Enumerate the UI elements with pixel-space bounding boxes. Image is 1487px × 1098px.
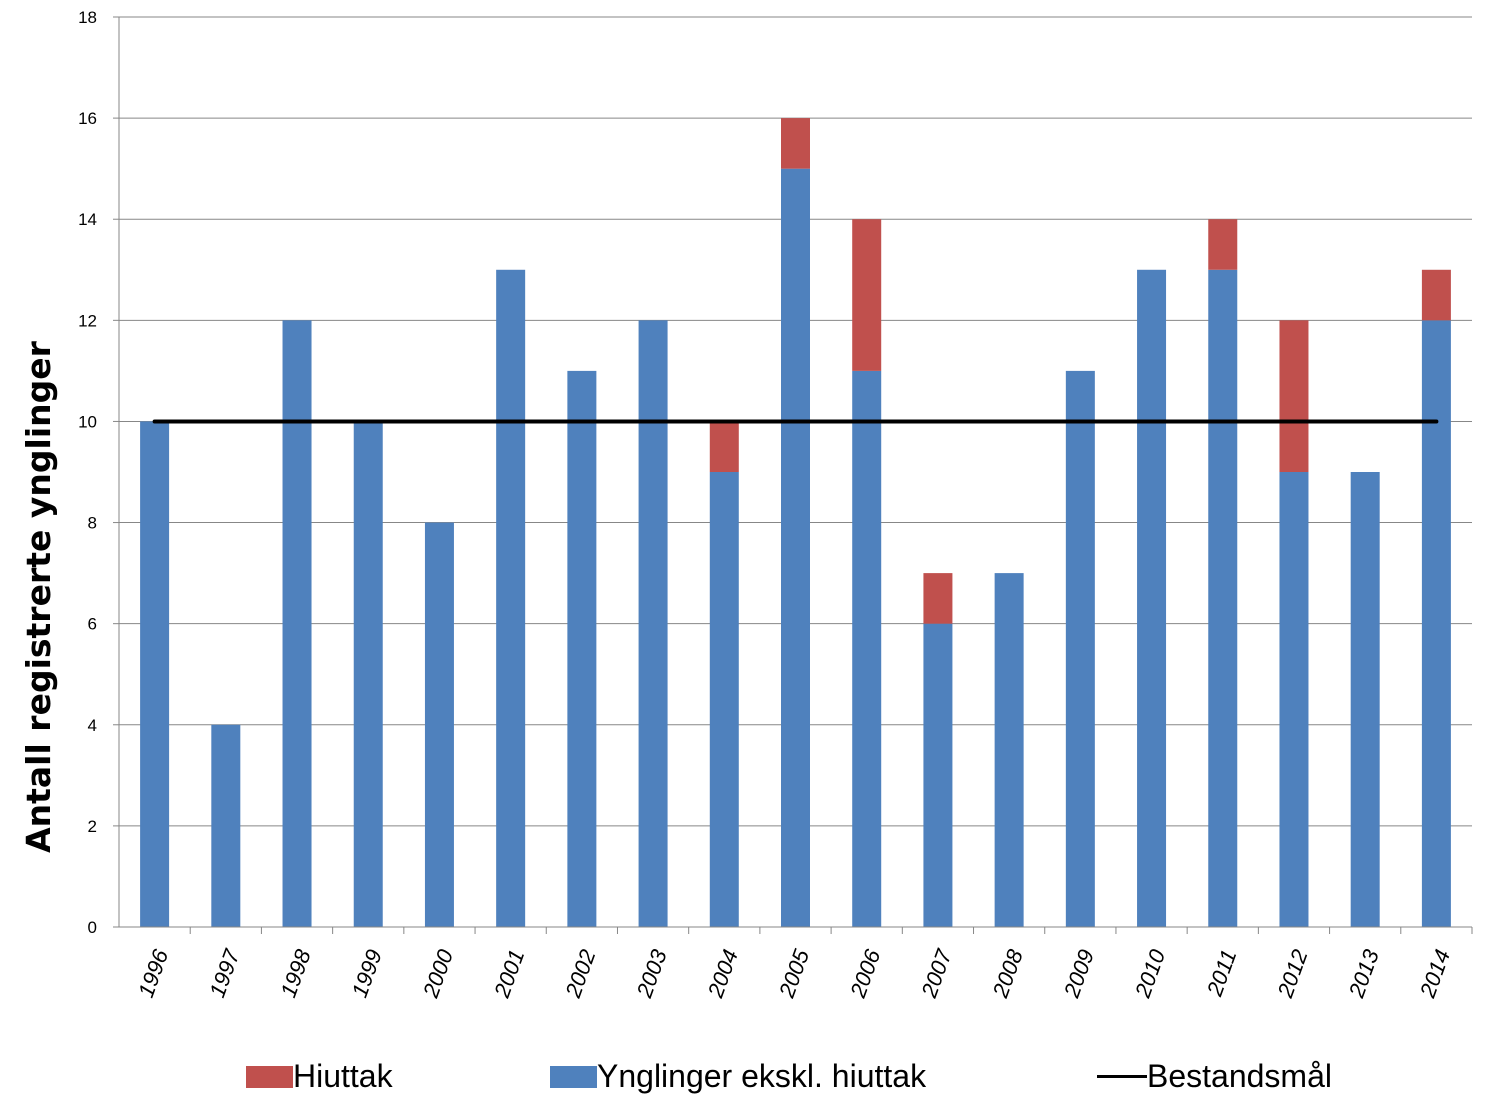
y-axis-label: Antall registrerte ynglinger xyxy=(19,340,58,853)
bar-ynglinger-2012 xyxy=(1279,472,1309,927)
y-tick-label: 12 xyxy=(78,311,97,330)
x-tick-label: 2000 xyxy=(418,945,459,1001)
x-tick-label: 2002 xyxy=(560,946,601,1001)
bar-ynglinger-2002 xyxy=(567,370,597,927)
bar-ynglinger-2004 xyxy=(709,472,739,927)
y-tick-label: 10 xyxy=(78,412,97,431)
x-tick-label: 2013 xyxy=(1343,945,1384,1001)
y-tick-label: 4 xyxy=(88,716,97,735)
bar-hiuttak-2004 xyxy=(709,421,739,472)
x-tick-label: 2010 xyxy=(1130,945,1171,1001)
bar-hiuttak-2012 xyxy=(1279,320,1309,472)
bar-ynglinger-1998 xyxy=(282,320,312,927)
bar-hiuttak-2007 xyxy=(923,573,953,624)
bar-ynglinger-1999 xyxy=(353,421,383,927)
x-tick-label: 2003 xyxy=(631,945,672,1001)
legend-item-ynglinger: Ynglinger ekskl. hiuttak xyxy=(550,1058,926,1095)
y-tick-label: 2 xyxy=(88,817,97,836)
bar-ynglinger-2000 xyxy=(424,522,454,927)
bar-hiuttak-2014 xyxy=(1421,269,1451,321)
x-tick-label: 2007 xyxy=(916,945,957,1001)
bar-hiuttak-2006 xyxy=(852,219,882,371)
x-tick-label: 2012 xyxy=(1272,946,1313,1001)
bar-ynglinger-2003 xyxy=(638,320,668,927)
x-tick-label: 1996 xyxy=(133,945,173,1000)
x-tick-label: 1997 xyxy=(204,945,244,1000)
legend-swatch-ynglinger xyxy=(550,1065,597,1088)
bar-ynglinger-2007 xyxy=(923,623,953,927)
x-tick-label: 1999 xyxy=(347,946,387,1001)
bar-ynglinger-2010 xyxy=(1137,269,1167,927)
legend-label-hiuttak: Hiuttak xyxy=(293,1058,393,1094)
bars xyxy=(140,118,1451,927)
bar-hiuttak-2005 xyxy=(781,118,810,169)
legend-item-bestandsmal: Bestandsmål xyxy=(1097,1058,1332,1095)
y-tick-labels: 0 2 4 6 8 10 12 14 16 18 xyxy=(78,8,119,937)
bar-ynglinger-2001 xyxy=(496,269,526,927)
legend: Hiuttak Ynglinger ekskl. hiuttak Bestand… xyxy=(0,1058,1487,1098)
bar-ynglinger-2013 xyxy=(1350,472,1380,927)
x-tick-label: 2001 xyxy=(489,946,530,1001)
bar-ynglinger-1997 xyxy=(211,724,241,927)
x-tick-label: 2006 xyxy=(845,945,886,1001)
bar-ynglinger-2008 xyxy=(994,573,1024,927)
legend-item-hiuttak: Hiuttak xyxy=(246,1058,393,1095)
x-tick-label: 1998 xyxy=(275,945,315,1000)
x-tick-label: 2005 xyxy=(774,945,815,1001)
x-tick-label: 2004 xyxy=(702,946,743,1001)
y-tick-label: 14 xyxy=(78,210,97,229)
x-tick-label: 2009 xyxy=(1058,946,1099,1001)
x-tick-labels: 1996 1997 1998 1999 2000 2001 2002 2003 2004 2005… xyxy=(133,927,1473,1002)
bar-ynglinger-2014 xyxy=(1421,320,1451,927)
x-tick-label: 2014 xyxy=(1415,946,1456,1001)
bar-hiuttak-2011 xyxy=(1208,219,1238,270)
y-tick-label: 0 xyxy=(88,918,97,937)
legend-swatch-hiuttak xyxy=(246,1065,293,1088)
bar-ynglinger-2006 xyxy=(852,370,882,927)
x-tick-label: 2008 xyxy=(987,945,1028,1001)
bar-ynglinger-2005 xyxy=(781,168,810,927)
y-tick-label: 8 xyxy=(88,514,97,533)
bar-ynglinger-2011 xyxy=(1208,269,1238,927)
axes xyxy=(118,17,1472,928)
legend-label-bestandsmal: Bestandsmål xyxy=(1147,1058,1332,1094)
legend-line-bestandsmal xyxy=(1097,1075,1147,1078)
bar-ynglinger-2009 xyxy=(1065,370,1095,927)
y-tick-label: 18 xyxy=(78,8,97,27)
x-tick-label: 2011 xyxy=(1201,946,1241,1000)
y-tick-label: 6 xyxy=(88,615,97,634)
y-tick-label: 16 xyxy=(78,109,97,128)
bar-ynglinger-1996 xyxy=(140,421,170,927)
legend-label-ynglinger: Ynglinger ekskl. hiuttak xyxy=(597,1058,927,1094)
